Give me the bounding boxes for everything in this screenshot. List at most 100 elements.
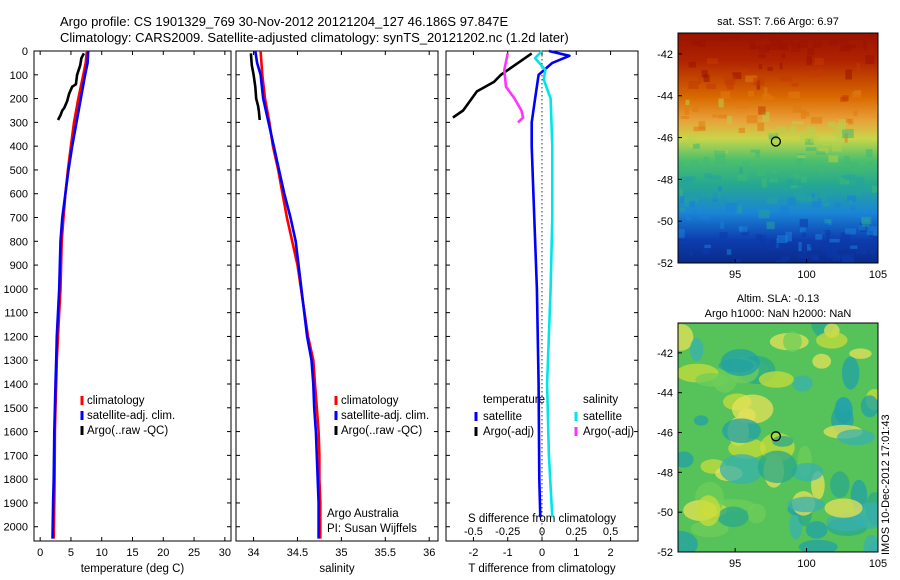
temperature-xtick-label: 5: [68, 547, 74, 559]
sla_map-lon-label: 95: [729, 558, 741, 570]
difference-xlabel: T difference from climatology: [468, 563, 615, 575]
difference-xtick-label: -1: [503, 547, 513, 559]
sla_map-title2: Argo h1000: NaN h2000: NaN: [705, 308, 852, 320]
sst_map-lon-label: 100: [797, 269, 815, 281]
sla_map-image: [678, 323, 878, 552]
depth-tick-label: 1200: [4, 331, 28, 343]
sla_map-lat-label: -46: [657, 428, 673, 440]
difference-panel: -2 -1 0 1 2 T difference from climatology -0.5…: [445, 49, 639, 575]
sla_map-lat-label: -52: [657, 547, 673, 559]
depth-tick-label: 400: [10, 141, 28, 153]
salinity-diff-tick-label: -0.5: [464, 526, 483, 538]
difference-series-argo-adj-: [502, 53, 525, 124]
legend-entry-label: satellite: [483, 411, 522, 423]
salinity-series-satellite-adj-clim-: [254, 50, 320, 539]
legend-entry-label: satellite-adj. clim.: [341, 410, 429, 422]
temperature-xtick-label: 10: [96, 547, 108, 559]
sst_map-lat-label: -52: [657, 258, 673, 270]
sla_map-lat-label: -48: [657, 467, 673, 479]
depth-tick-label: 1900: [4, 498, 28, 510]
sla_map-lat-label: -44: [657, 388, 673, 400]
depth-tick-label: 300: [10, 117, 28, 129]
figure-title-line2: Climatology: CARS2009. Satellite-adjuste…: [60, 30, 569, 45]
legend-group-title: salinity: [583, 394, 618, 406]
salinity-xtick-label: 35.5: [375, 547, 396, 559]
sla_map-lon-label: 105: [869, 558, 887, 570]
depth-tick-label: 1000: [4, 284, 28, 296]
difference-xtick-label: 2: [608, 547, 614, 559]
depth-tick-label: 800: [10, 236, 28, 248]
depth-tick-label: 500: [10, 165, 28, 177]
sla_map-frame: [677, 322, 879, 553]
salinity-xtick-label: 34: [247, 547, 259, 559]
sst_map-title: sat. SST: 7.66 Argo: 6.97: [717, 16, 839, 28]
legend-entry-label: Argo(..raw -QC): [341, 425, 422, 437]
depth-tick-label: 1800: [4, 474, 28, 486]
difference-xtick-label: 1: [573, 547, 579, 559]
legend-entry-label: satellite-adj. clim.: [87, 410, 175, 422]
figure-title-line1: Argo profile: CS 1901329_769 30-Nov-2012…: [60, 14, 509, 29]
legend-entry-label: satellite: [583, 411, 622, 423]
sla_map-panel: 95 100 105 -42 -44 -46 -48 -50 -52 Altim. SLA: -0…: [657, 293, 887, 570]
depth-tick-label: 1300: [4, 355, 28, 367]
salinity-diff-tick-label: -0.25: [495, 526, 520, 538]
depth-tick-label: 1500: [4, 403, 28, 415]
temperature-xtick-label: 30: [219, 547, 231, 559]
temperature-xlabel: temperature (deg C): [81, 563, 185, 575]
difference-xtick-label: 0: [539, 547, 545, 559]
depth-tick-label: 700: [10, 213, 28, 225]
salinity-axes-box: [235, 50, 439, 542]
depth-tick-label: 900: [10, 260, 28, 272]
sst_map-lat-label: -46: [657, 133, 673, 145]
sla_map-lat-label: -42: [657, 348, 673, 360]
difference-xtick-label: -2: [469, 547, 479, 559]
salinity-xtick-label: 34.5: [287, 547, 308, 559]
sst_map-lon-label: 105: [869, 269, 887, 281]
salinity-panel: 34 34.5 35 35.5 36 salinity climatology satelli…: [235, 50, 439, 575]
salinity-diff-tick-label: 0.5: [603, 526, 618, 538]
depth-tick-label: 1400: [4, 379, 28, 391]
depth-tick-label: 1100: [4, 308, 28, 320]
sst_map-image: [678, 33, 878, 263]
temperature-axes-box: [33, 50, 232, 542]
depth-tick-label: 0: [22, 46, 28, 58]
salinity-xlabel: salinity: [319, 563, 354, 575]
temperature-panel: 0 5 10 15 20 25 30 temperature (deg C) 0 100 200 30…: [4, 46, 232, 575]
salinity-xtick-label: 36: [423, 547, 435, 559]
sla_map-lat-label: -50: [657, 507, 673, 519]
legend-entry-label: Argo(..raw -QC): [87, 425, 168, 437]
temperature-series-argo-raw-qc-: [56, 52, 86, 121]
sst_map-lat-label: -44: [657, 91, 673, 103]
sla_map-argo-location-marker: [770, 431, 782, 442]
depth-tick-label: 1700: [4, 450, 28, 462]
sla_map-lon-label: 100: [797, 558, 815, 570]
legend-entry-label: climatology: [87, 395, 145, 407]
legend-entry-label: Argo(-adj): [583, 426, 634, 438]
difference-series-argo-adj-: [452, 52, 533, 119]
legend-group-title: temperature: [483, 394, 545, 406]
temperature-series-satellite-adj-clim-: [51, 50, 90, 539]
temperature-xtick-label: 15: [126, 547, 138, 559]
sst_map-lon-label: 95: [729, 269, 741, 281]
sst_map-argo-location-marker: [770, 136, 782, 147]
depth-tick-label: 100: [10, 70, 28, 82]
depth-tick-label: 2000: [4, 522, 28, 534]
salinity-diff-tick-label: 0: [539, 526, 545, 538]
salinity-diff-tick-label: 0.25: [566, 526, 587, 538]
temperature-xtick-label: 25: [188, 547, 200, 559]
depth-tick-label: 200: [10, 94, 28, 106]
salinity-series-argo-raw-qc-: [249, 53, 261, 121]
credit-text: Argo Australia: [327, 508, 399, 520]
depth-tick-label: 600: [10, 189, 28, 201]
temperature-xtick-label: 20: [157, 547, 169, 559]
legend-entry-label: climatology: [341, 395, 399, 407]
temperature-xtick-label: 0: [37, 547, 43, 559]
difference-series-satellite: [533, 50, 554, 518]
salinity-diff-axis-label: S difference from climatology: [468, 513, 616, 525]
sst_map-lat-label: -48: [657, 174, 673, 186]
sla_map-title: Altim. SLA: -0.13: [737, 293, 820, 305]
sst_map-panel: 95 100 105 -42 -44 -46 -48 -50 -52 sat. SST: 7.66…: [657, 16, 887, 281]
difference-series-satellite: [530, 49, 571, 518]
sst_map-lat-label: -50: [657, 216, 673, 228]
